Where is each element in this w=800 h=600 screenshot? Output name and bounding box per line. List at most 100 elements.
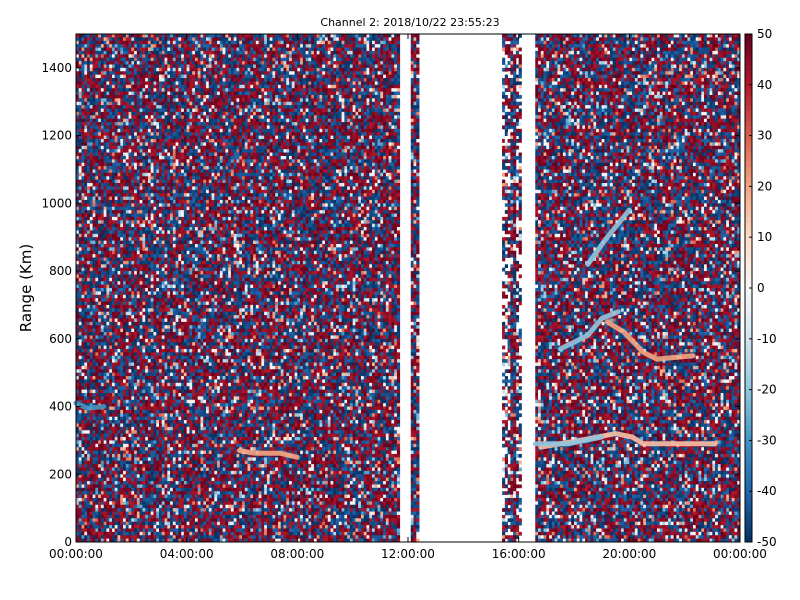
heatmap-cell	[101, 190, 104, 194]
heatmap-cell	[153, 98, 156, 102]
heatmap-cell	[153, 71, 156, 75]
heatmap-cell	[126, 478, 129, 482]
heatmap-cell	[137, 102, 140, 106]
heatmap-cell	[134, 241, 137, 245]
heatmap-cell	[98, 190, 101, 194]
heatmap-cell	[151, 346, 154, 350]
heatmap-cell	[159, 129, 162, 133]
heatmap-cell	[93, 129, 96, 133]
heatmap-cell	[131, 193, 134, 197]
heatmap-cell	[131, 461, 134, 465]
heatmap-cell	[118, 44, 121, 48]
heatmap-cell	[106, 146, 109, 150]
heatmap-cell	[101, 163, 104, 167]
heatmap-cell	[90, 474, 93, 478]
heatmap-cell	[142, 169, 145, 173]
heatmap-cell	[148, 366, 151, 370]
heatmap-cell	[123, 271, 126, 275]
heatmap-cell	[134, 112, 137, 116]
heatmap-cell	[79, 98, 82, 102]
heatmap-cell	[90, 142, 93, 146]
heatmap-cell	[120, 54, 123, 58]
heatmap-cell	[123, 373, 126, 377]
heatmap-cell	[115, 383, 118, 387]
heatmap-cell	[82, 522, 85, 526]
heatmap-cell	[156, 163, 159, 167]
heatmap-cell	[98, 369, 101, 373]
heatmap-cell	[115, 278, 118, 282]
heatmap-cell	[90, 122, 93, 126]
heatmap-cell	[90, 322, 93, 326]
heatmap-cell	[159, 207, 162, 211]
heatmap-cell	[156, 488, 159, 492]
heatmap-cell	[93, 484, 96, 488]
heatmap-cell	[118, 95, 121, 99]
heatmap-cell	[148, 288, 151, 292]
heatmap-cell	[162, 322, 165, 326]
heatmap-cell	[118, 528, 121, 532]
heatmap-cell	[145, 339, 148, 343]
heatmap-cell	[82, 230, 85, 234]
heatmap-cell	[79, 369, 82, 373]
heatmap-cell	[93, 481, 96, 485]
heatmap-cell	[90, 278, 93, 282]
heatmap-cell	[101, 481, 104, 485]
heatmap-cell	[118, 369, 121, 373]
heatmap-cell	[120, 505, 123, 509]
heatmap-cell	[87, 481, 90, 485]
heatmap-cell	[162, 274, 165, 278]
heatmap-cell	[148, 139, 151, 143]
heatmap-cell	[165, 203, 168, 207]
heatmap-cell	[106, 159, 109, 163]
heatmap-cell	[151, 241, 154, 245]
heatmap-cell	[129, 34, 132, 38]
heatmap-cell	[98, 515, 101, 519]
heatmap-cell	[93, 308, 96, 312]
heatmap-cell	[156, 156, 159, 160]
heatmap-cell	[153, 166, 156, 170]
heatmap-cell	[120, 98, 123, 102]
heatmap-cell	[153, 312, 156, 316]
heatmap-cell	[101, 498, 104, 502]
heatmap-cell	[104, 109, 107, 113]
heatmap-cell	[126, 203, 129, 207]
heatmap-cell	[156, 217, 159, 221]
heatmap-cell	[120, 346, 123, 350]
heatmap-cell	[106, 142, 109, 146]
heatmap-cell	[82, 95, 85, 99]
heatmap-cell	[156, 220, 159, 224]
heatmap-cell	[112, 200, 115, 204]
heatmap-cell	[165, 366, 168, 370]
heatmap-cell	[84, 200, 87, 204]
heatmap-cell	[90, 95, 93, 99]
heatmap-cell	[106, 210, 109, 214]
heatmap-cell	[109, 193, 112, 197]
heatmap-cell	[129, 159, 132, 163]
heatmap-cell	[159, 349, 162, 353]
heatmap-cell	[145, 515, 148, 519]
heatmap-cell	[82, 136, 85, 140]
heatmap-cell	[95, 488, 98, 492]
heatmap-cell	[159, 302, 162, 306]
heatmap-cell	[134, 224, 137, 228]
heatmap-cell	[84, 434, 87, 438]
heatmap-cell	[118, 329, 121, 333]
heatmap-cell	[84, 478, 87, 482]
heatmap-cell	[134, 383, 137, 387]
heatmap-cell	[84, 61, 87, 65]
heatmap-cell	[106, 400, 109, 404]
heatmap-cell	[126, 325, 129, 329]
heatmap-cell	[165, 105, 168, 109]
heatmap-cell	[79, 342, 82, 346]
heatmap-cell	[104, 237, 107, 241]
heatmap-cell	[90, 308, 93, 312]
heatmap-cell	[145, 85, 148, 89]
heatmap-cell	[106, 85, 109, 89]
heatmap-cell	[95, 512, 98, 516]
heatmap-cell	[162, 451, 165, 455]
heatmap-cell	[93, 491, 96, 495]
heatmap-cell	[162, 146, 165, 150]
heatmap-cell	[153, 119, 156, 123]
heatmap-cell	[98, 207, 101, 211]
heatmap-cell	[101, 98, 104, 102]
